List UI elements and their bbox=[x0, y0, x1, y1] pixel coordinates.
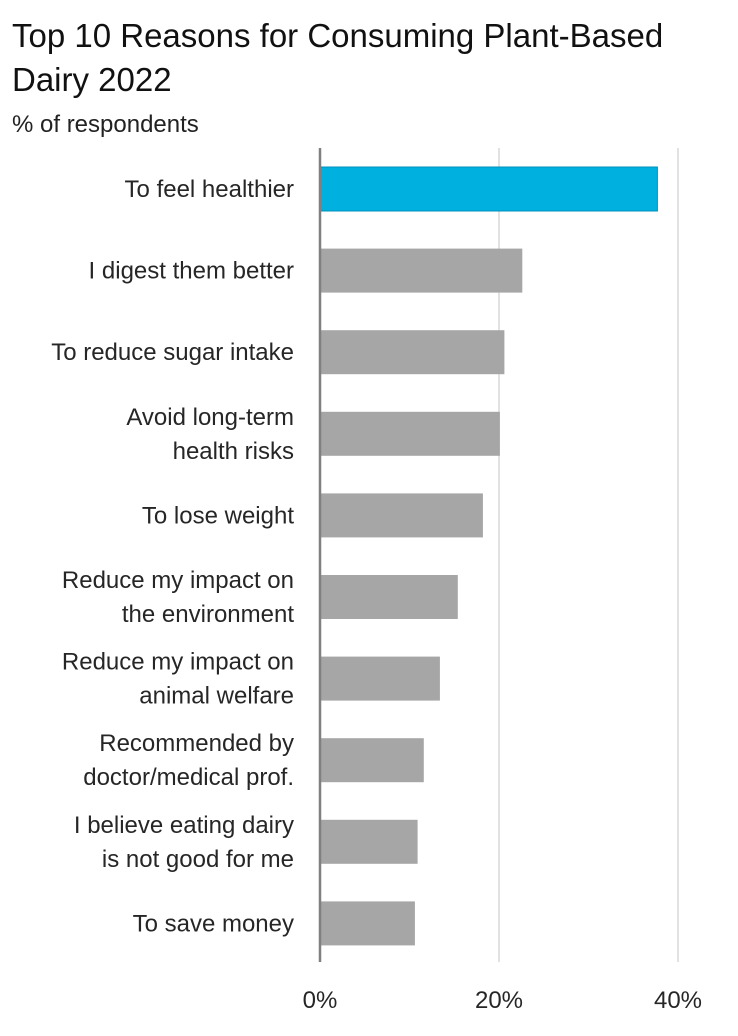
x-tick-label: 40% bbox=[654, 987, 702, 1014]
chart-subtitle: % of respondents bbox=[12, 111, 199, 138]
chart-title: Top 10 Reasons for Consuming Plant-Based… bbox=[12, 17, 664, 98]
category-label: To reduce sugar intake bbox=[51, 339, 294, 366]
category-label: To lose weight bbox=[142, 502, 294, 529]
bar-1 bbox=[319, 166, 658, 212]
bar-8 bbox=[320, 738, 424, 783]
category-label: Reduce my impact on animal welfare bbox=[62, 649, 294, 710]
x-axis-ticks: 0% 20% 40% bbox=[303, 987, 702, 1014]
bar-4 bbox=[320, 411, 500, 456]
gridlines bbox=[498, 148, 679, 962]
bar-2 bbox=[320, 248, 523, 293]
bar-5 bbox=[320, 493, 483, 538]
category-label: I believe eating dairy is not good for me bbox=[74, 812, 294, 873]
category-label: To feel healthier bbox=[125, 176, 294, 203]
bar-10 bbox=[320, 901, 415, 946]
bar-7 bbox=[320, 656, 440, 701]
category-label: Recommended by doctor/medical prof. bbox=[83, 730, 294, 791]
bars bbox=[319, 166, 658, 946]
bar-9 bbox=[320, 819, 418, 864]
category-label: I digest them better bbox=[89, 258, 294, 285]
category-label: Avoid long-term health risks bbox=[126, 404, 294, 465]
bar-6 bbox=[320, 575, 458, 619]
category-labels: To feel healthier I digest them better To … bbox=[51, 176, 294, 937]
category-label: Reduce my impact on the environment bbox=[62, 567, 294, 628]
bar-3 bbox=[320, 330, 505, 375]
x-tick-label: 0% bbox=[303, 987, 338, 1014]
x-tick-label: 20% bbox=[475, 987, 523, 1014]
category-label: To save money bbox=[133, 910, 294, 937]
